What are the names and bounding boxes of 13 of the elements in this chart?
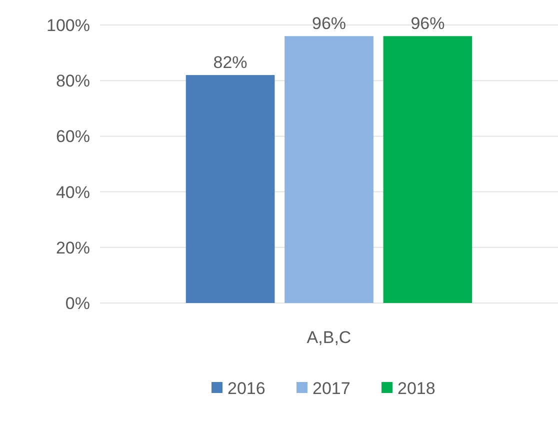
y-tick-label: 0% (65, 294, 90, 313)
data-label: 96% (312, 14, 346, 34)
legend-label: 2017 (312, 378, 350, 398)
legend-label: 2016 (228, 378, 266, 398)
y-tick-label: 60% (56, 127, 90, 146)
x-tick-label: A,B,C (306, 328, 352, 347)
data-label: 82% (213, 53, 248, 72)
legend-label: 2018 (398, 378, 436, 398)
y-tick-label: 80% (56, 72, 90, 91)
y-tick-label: 40% (56, 182, 90, 202)
y-tick-label: 20% (56, 238, 90, 258)
y-tick-label: 100% (46, 16, 90, 35)
data-label: 96% (410, 14, 445, 34)
